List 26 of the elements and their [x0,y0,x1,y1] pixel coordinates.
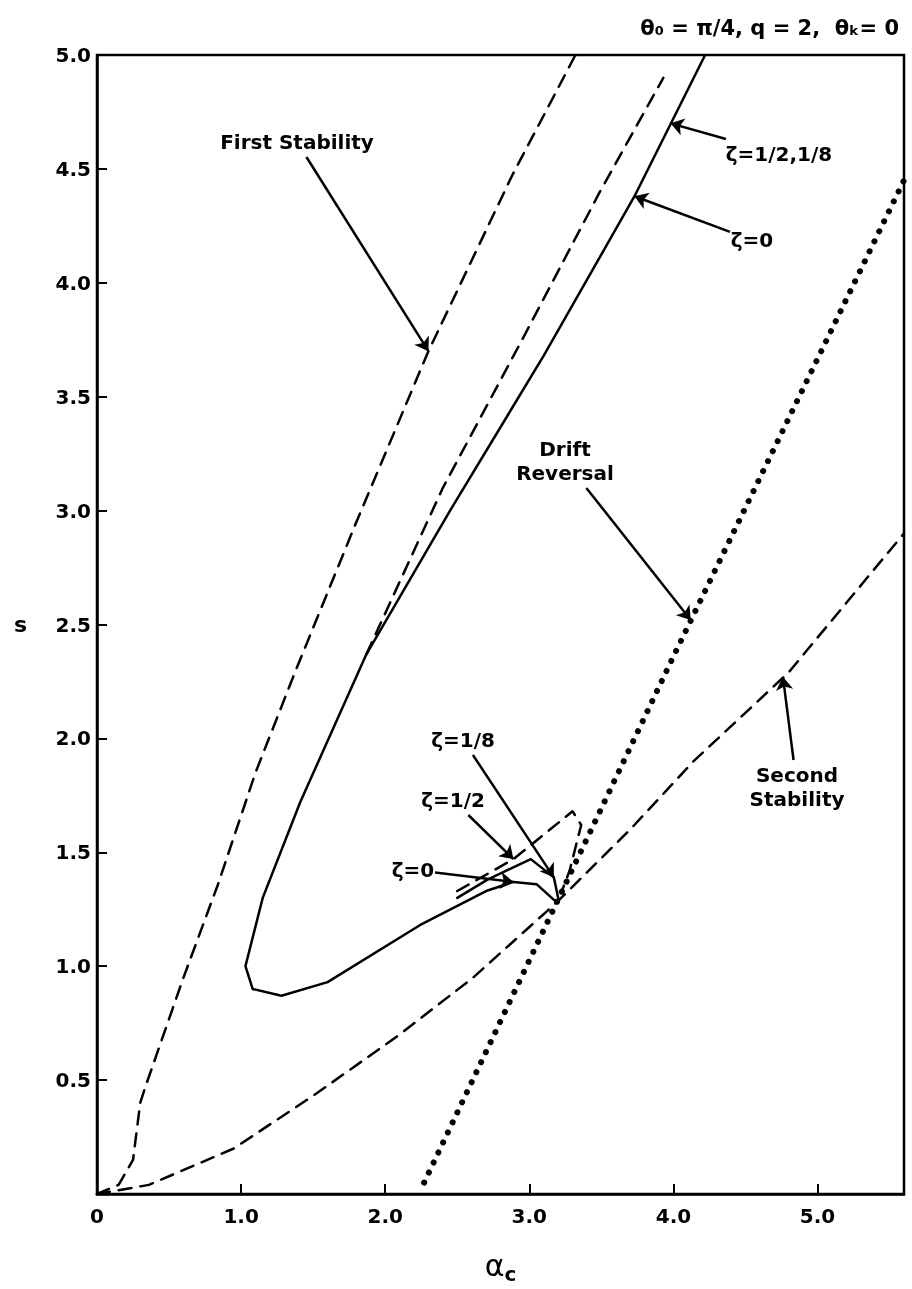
y-tick-label: 2.0 [55,726,91,751]
y-tick-label: 3.0 [55,498,91,523]
y-tick-label: 1.5 [55,840,91,865]
x-tick-label: 0 [90,1204,104,1228]
chart-title: θ₀ = π/4, q = 2, θₖ= 0 [640,15,900,40]
annotation: Drift Reversal [516,437,614,485]
annotation: ζ=0 [730,228,774,252]
x-tick-label: 5.0 [799,1204,836,1228]
y-axis-title: s [13,612,27,637]
y-tick-label: 4.5 [55,156,91,181]
annotation: ζ=1/8 [431,728,495,752]
y-tick-label: 4.0 [55,270,91,295]
x-tick-label: 3.0 [511,1204,548,1228]
x-tick-label: 2.0 [367,1204,403,1228]
annotation: ζ=0 [391,858,435,882]
y-tick-label: 0.5 [55,1068,91,1093]
annotation: First Stability [220,130,374,154]
y-tick-label: 1.0 [55,954,91,979]
x-tick-label: 1.0 [223,1204,259,1228]
annotation: ζ=1/2 [421,788,485,812]
annotation: ζ=1/2,1/8 [725,142,833,166]
y-tick-label: 2.5 [55,612,91,637]
x-tick-label: 4.0 [655,1204,692,1228]
y-tick-label: 5.0 [55,43,91,67]
y-tick-label: 3.5 [55,384,91,409]
annotation: Second Stability [749,763,845,811]
